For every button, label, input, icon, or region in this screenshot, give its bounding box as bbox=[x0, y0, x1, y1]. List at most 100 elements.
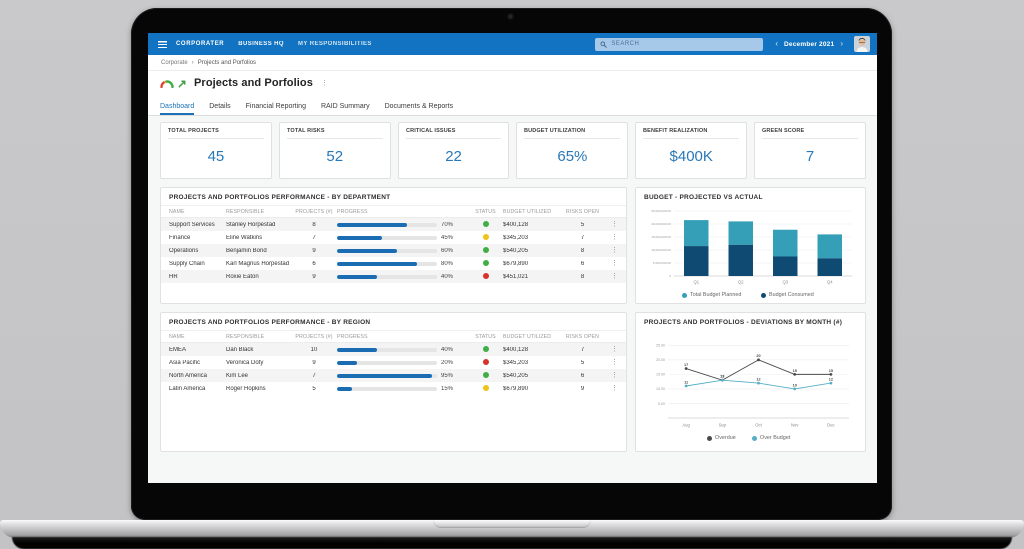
kpi-card[interactable]: GREEN SCORE 7 bbox=[754, 122, 866, 179]
table-row[interactable]: EMEA Dan Black 10 40% $400,128 7 ⋮ bbox=[161, 343, 626, 356]
nav-my-responsibilities[interactable]: MY RESPONSIBILITIES bbox=[297, 41, 372, 47]
next-month-icon[interactable]: › bbox=[840, 39, 843, 48]
progress-fill bbox=[337, 235, 382, 240]
table-row[interactable]: Supply Chain Karl Magnus Horpestad 6 80% $67… bbox=[161, 257, 626, 270]
kpi-card[interactable]: BENEFIT REALIZATION $400K bbox=[635, 122, 748, 179]
legend-label: Over Budget bbox=[760, 435, 791, 441]
breadcrumb: Corporate › Projects and Porfolios bbox=[148, 55, 877, 71]
cell-status bbox=[468, 346, 503, 353]
cell-risks: 7 bbox=[580, 346, 585, 353]
column-header: PROGRESS bbox=[337, 333, 368, 340]
cell-budget: $540,205 bbox=[503, 247, 529, 254]
svg-text:15,000,000.00: 15,000,000.00 bbox=[651, 235, 671, 239]
corporater-logo[interactable]: CORPORATER bbox=[176, 41, 225, 47]
row-menu-icon[interactable]: ⋮ bbox=[611, 385, 618, 392]
progress-label: 15% bbox=[441, 385, 454, 392]
cell-name: Finance bbox=[169, 234, 191, 241]
kpi-divider bbox=[286, 138, 383, 139]
cell-responsible: Eline Watkins bbox=[226, 234, 263, 241]
kpi-card[interactable]: TOTAL PROJECTS 45 bbox=[160, 122, 272, 179]
table-row[interactable]: Asia Pacific Veronica Doty 9 20% $345,203 5 ⋮ bbox=[161, 356, 626, 369]
table-header: NAME RESPONSIBLE PROJECTS (#) PROGRESS STATU… bbox=[161, 205, 626, 218]
progress-bar bbox=[337, 360, 437, 365]
svg-text:5,000,000.00: 5,000,000.00 bbox=[653, 261, 671, 265]
cell-status bbox=[468, 359, 503, 366]
period-label[interactable]: December 2021 bbox=[784, 40, 835, 48]
table-row[interactable]: Latin America Roger Hopkins 5 15% $679,890 9 ⋮ bbox=[161, 382, 626, 395]
deviations-chart-legend: Overdue Over Budget bbox=[707, 432, 794, 444]
table-row[interactable]: Operations Benjamin Bond 9 60% $540,205 8 ⋮ bbox=[161, 244, 626, 257]
svg-text:25,000,000.00: 25,000,000.00 bbox=[651, 209, 671, 213]
card-title: PROJECTS AND PORTFOLIOS PERFORMANCE - BY… bbox=[169, 319, 371, 326]
legend-item-budget-consumed[interactable]: Budget Consumed bbox=[761, 292, 819, 298]
legend-item-over-budget[interactable]: Over Budget bbox=[752, 435, 794, 441]
app-window: CORPORATER BUSINESS HQ MY RESPONSIBILITI… bbox=[148, 33, 877, 483]
progress-label: 60% bbox=[441, 247, 454, 254]
page-menu-icon[interactable]: ⋮ bbox=[320, 80, 328, 87]
cell-projects: 9 bbox=[312, 247, 316, 254]
row-menu-icon[interactable]: ⋮ bbox=[611, 372, 618, 379]
tab-documents-reports[interactable]: Documents & Reports bbox=[384, 103, 454, 110]
prev-month-icon[interactable]: ‹ bbox=[775, 39, 779, 48]
legend-item-overdue[interactable]: Overdue bbox=[707, 435, 738, 441]
tab-dashboard[interactable]: Dashboard bbox=[160, 103, 195, 115]
cell-risks: 8 bbox=[580, 247, 585, 254]
cell-name: Latin America bbox=[169, 385, 206, 392]
breadcrumb-current[interactable]: Projects and Porfolios bbox=[197, 59, 257, 66]
row-menu-icon[interactable]: ⋮ bbox=[611, 273, 618, 280]
table-row[interactable]: North America Kim Lee 7 95% $540,205 6 ⋮ bbox=[161, 369, 626, 382]
avatar[interactable] bbox=[854, 36, 870, 52]
menu-icon[interactable] bbox=[158, 40, 167, 48]
table-row[interactable]: Support Services Stanley Horpestad 8 70% $40… bbox=[161, 218, 626, 231]
table-row[interactable]: Finance Eline Watkins 7 45% $345,203 7 ⋮ bbox=[161, 231, 626, 244]
cell-projects: 7 bbox=[312, 372, 316, 379]
column-header: STATUS bbox=[475, 333, 496, 340]
cell-name: North America bbox=[169, 372, 208, 379]
cell-name: Operations bbox=[169, 247, 199, 254]
kpi-card[interactable]: TOTAL RISKS 52 bbox=[278, 122, 391, 179]
search-input[interactable]: SEARCH bbox=[595, 37, 764, 51]
cell-name: Support Services bbox=[169, 221, 215, 228]
legend-label: Budget Consumed bbox=[769, 292, 814, 298]
row-menu-icon[interactable]: ⋮ bbox=[611, 221, 618, 228]
tab-raid-summary[interactable]: RAID Summary bbox=[320, 103, 370, 110]
row-menu-icon[interactable]: ⋮ bbox=[611, 359, 618, 366]
nav-business-hq[interactable]: BUSINESS HQ bbox=[238, 41, 284, 47]
row-menu-icon[interactable]: ⋮ bbox=[611, 260, 618, 267]
dashboard-content: TOTAL PROJECTS 45 TOTAL RISKS 52 CRITICAL IS… bbox=[148, 116, 877, 452]
progress-label: 40% bbox=[441, 273, 454, 280]
table-row[interactable]: HR Roxie Eaton 9 40% $451,021 8 ⋮ bbox=[161, 270, 626, 283]
cell-risks: 9 bbox=[580, 385, 585, 392]
kpi-divider bbox=[524, 138, 621, 139]
svg-text:17: 17 bbox=[684, 363, 688, 367]
breadcrumb-corporate[interactable]: Corporate bbox=[161, 59, 188, 66]
cell-status bbox=[468, 221, 503, 228]
progress-fill bbox=[337, 386, 352, 391]
progress-bar bbox=[337, 235, 437, 240]
svg-text:5.00: 5.00 bbox=[658, 402, 665, 406]
table-body: EMEA Dan Black 10 40% $400,128 7 ⋮ Asia Pacific… bbox=[161, 343, 626, 395]
legend-dot bbox=[682, 292, 688, 298]
row-menu-icon[interactable]: ⋮ bbox=[611, 346, 618, 353]
svg-text:Nov: Nov bbox=[791, 423, 799, 428]
legend-label: Overdue bbox=[715, 435, 736, 441]
tab-financial-reporting[interactable]: Financial Reporting bbox=[245, 103, 306, 110]
progress-bar bbox=[337, 274, 437, 279]
svg-text:15: 15 bbox=[829, 369, 833, 373]
kpi-card[interactable]: BUDGET UTILIZATION 65% bbox=[516, 122, 629, 179]
progress-label: 20% bbox=[441, 359, 454, 366]
tab-details[interactable]: Details bbox=[209, 103, 231, 110]
cell-progress: 40% bbox=[337, 347, 468, 353]
kpi-value: 22 bbox=[445, 147, 462, 165]
kpi-card[interactable]: CRITICAL ISSUES 22 bbox=[397, 122, 510, 179]
cell-responsible: Kim Lee bbox=[226, 372, 249, 379]
svg-text:25.00: 25.00 bbox=[656, 344, 665, 348]
column-header: PROJECTS (#) bbox=[295, 208, 333, 215]
row-menu-icon[interactable]: ⋮ bbox=[611, 247, 618, 254]
row-menu-icon[interactable]: ⋮ bbox=[611, 234, 618, 241]
progress-label: 40% bbox=[441, 346, 454, 353]
table-body: Support Services Stanley Horpestad 8 70% $40… bbox=[161, 218, 626, 283]
column-header: PROGRESS bbox=[337, 208, 368, 215]
legend-item-total-budget-planned[interactable]: Total Budget Planned bbox=[682, 292, 747, 298]
kpi-label: TOTAL PROJECTS bbox=[168, 128, 220, 134]
